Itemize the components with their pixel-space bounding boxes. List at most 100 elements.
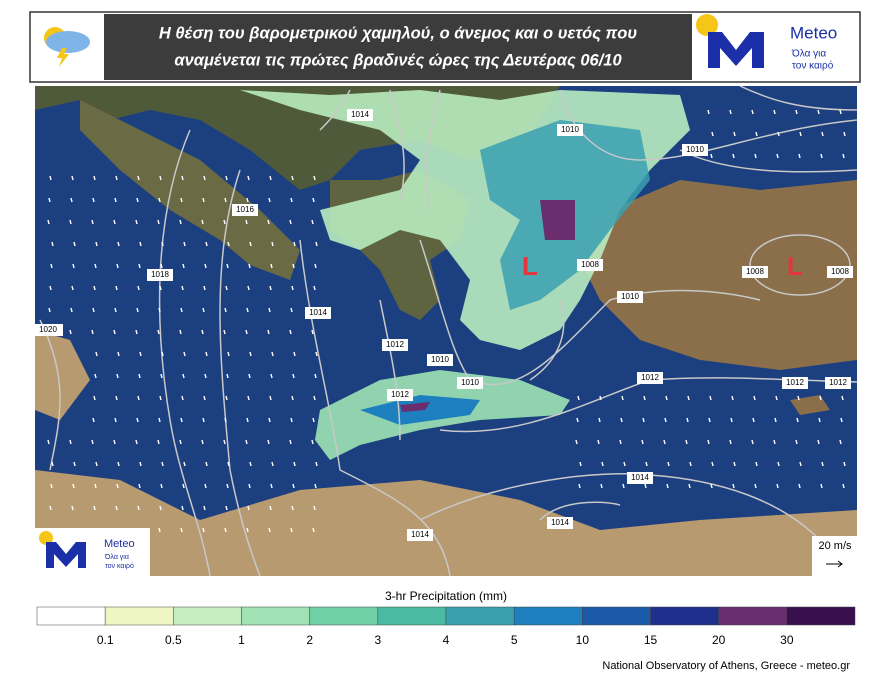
colorbar-swatch — [445, 606, 515, 626]
isobar-label: 1010 — [461, 378, 479, 387]
wind-arrow — [289, 439, 292, 445]
wind-arrow — [225, 285, 228, 291]
wind-arrow — [182, 373, 185, 379]
wind-arrow — [313, 395, 316, 401]
wind-arrow — [95, 461, 98, 467]
wind-arrow — [733, 131, 736, 137]
wind-arrow — [818, 417, 821, 423]
wind-arrow — [730, 417, 733, 423]
wind-arrow — [224, 307, 227, 313]
wind-arrow — [268, 197, 271, 203]
wind-arrow — [290, 197, 293, 203]
wind-arrow — [754, 483, 757, 489]
wind-arrow — [314, 373, 317, 379]
wind-arrow — [642, 417, 645, 423]
wind-arrow — [202, 307, 205, 313]
wind-arrow — [116, 263, 119, 269]
wind-arrow — [159, 175, 162, 181]
wind-arrow — [269, 395, 272, 401]
wind-arrow — [137, 175, 140, 181]
isobar-label-bg — [347, 109, 373, 121]
wind-arrow — [795, 439, 798, 445]
wind-arrow — [158, 197, 161, 203]
wind-arrow — [707, 109, 710, 115]
wind-arrow — [710, 483, 713, 489]
wind-arrow — [115, 505, 118, 511]
wind-arrow — [245, 439, 248, 445]
colorbar-swatch — [513, 606, 583, 626]
isobar-label-bg — [782, 377, 808, 389]
colorbar-tick-label: 1 — [238, 633, 245, 647]
isobar-label-bg — [637, 372, 663, 384]
map: 1016 1014 1012 1010 1010 1010 1008 1008 1008 1010… — [35, 86, 857, 576]
isobar-label: 1014 — [351, 110, 369, 119]
isobar-label: 1020 — [39, 325, 57, 334]
wind-arrow — [69, 329, 72, 335]
wind-arrow — [201, 439, 204, 445]
wind-arrow — [776, 153, 779, 159]
wind-arrow — [620, 417, 623, 423]
title-line: αναμένεται τις πρώτες βραδινές ώρες της … — [174, 51, 622, 69]
isobar-label-bg — [547, 517, 573, 529]
wind-arrow — [839, 109, 842, 115]
map-logo: Meteo Όλα για τον καιρό — [35, 528, 150, 576]
isobar-label-bg — [682, 144, 708, 156]
isobar-label: 1010 — [561, 125, 579, 134]
wind-arrow — [777, 131, 780, 137]
wind-arrow — [597, 439, 600, 445]
wind-arrow — [729, 439, 732, 445]
wind-arrow — [776, 483, 779, 489]
wind-arrow — [773, 109, 776, 115]
wind-arrow — [249, 461, 252, 467]
wind-arrow — [246, 417, 249, 423]
wind-arrow — [249, 241, 252, 247]
wind-arrow — [117, 461, 120, 467]
wind-arrow — [269, 285, 272, 291]
wind-arrow — [291, 175, 294, 181]
wind-arrow — [311, 439, 314, 445]
wind-arrow — [47, 439, 50, 445]
wind-arrow — [115, 395, 118, 401]
wind-arrow — [224, 417, 227, 423]
wind-scale-arrow — [826, 560, 843, 568]
weather-icon — [44, 27, 90, 67]
wind-arrow — [223, 439, 226, 445]
wind-arrow — [137, 505, 140, 511]
wind-arrow — [292, 373, 295, 379]
wind-arrow — [117, 241, 120, 247]
wind-arrow — [179, 329, 182, 335]
wind-arrow — [203, 285, 206, 291]
wind-arrow — [159, 505, 162, 511]
wind-arrow — [95, 241, 98, 247]
wind-arrow — [314, 483, 317, 489]
wind-arrow — [269, 175, 272, 181]
wind-arrow — [94, 263, 97, 269]
wind-arrow — [598, 417, 601, 423]
isobar-label-bg — [305, 307, 331, 319]
wind-arrow — [91, 219, 94, 225]
wind-arrow — [115, 175, 118, 181]
wind-arrow — [821, 131, 824, 137]
isobar-label-bg — [827, 266, 853, 278]
wind-arrow — [223, 329, 226, 335]
isobars — [39, 86, 857, 576]
wind-arrow — [157, 219, 160, 225]
isobar-label-bg — [457, 377, 483, 389]
wind-arrow — [92, 307, 95, 313]
colorbar-tick-label: 4 — [443, 633, 450, 647]
wind-arrow — [135, 219, 138, 225]
wind-arrow — [92, 197, 95, 203]
wind-arrow — [203, 395, 206, 401]
wind-arrow — [114, 307, 117, 313]
wind-arrow — [95, 351, 98, 357]
colorbar-swatch — [36, 606, 106, 626]
colorbar-swatch — [309, 606, 379, 626]
wind-arrow — [181, 505, 184, 511]
wind-arrow — [224, 527, 227, 533]
wind-arrow — [600, 483, 603, 489]
isobar-label: 1012 — [829, 378, 847, 387]
wind-arrow — [774, 417, 777, 423]
wind-arrow — [820, 153, 823, 159]
wind-arrow — [292, 263, 295, 269]
